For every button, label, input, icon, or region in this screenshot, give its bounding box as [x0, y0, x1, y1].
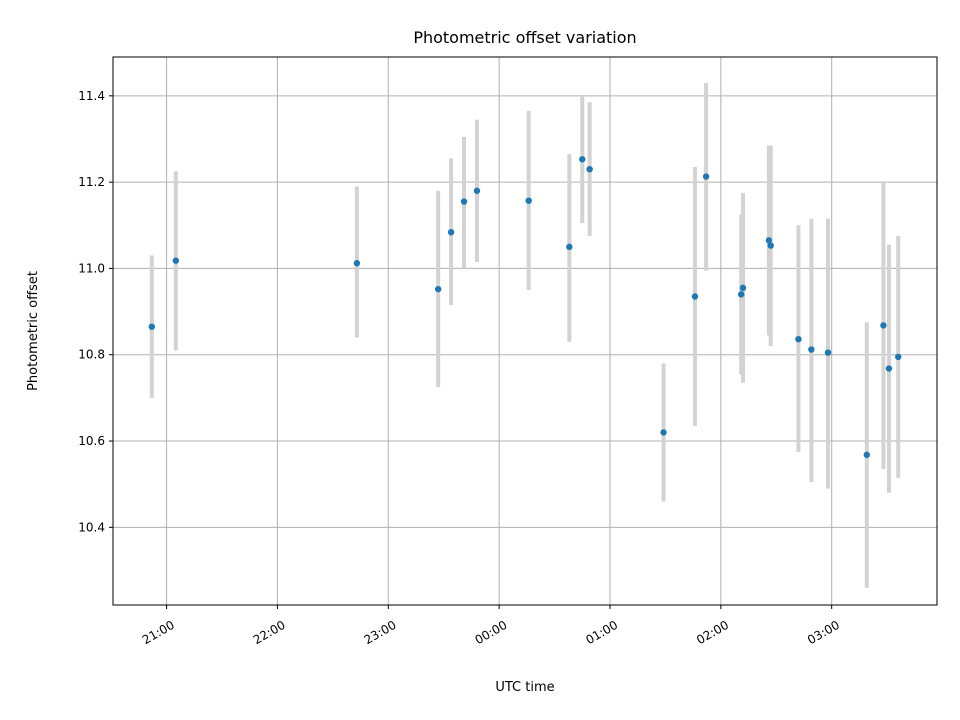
data-point [579, 156, 586, 163]
data-point [702, 173, 710, 180]
x-axis-ticks: 21:00 22:00 23:00 00:00 01:00 02:00 03:00 [140, 605, 842, 647]
x-tick-label: 01:00 [583, 618, 620, 647]
y-tick-label: 10.8 [78, 348, 105, 362]
y-axis-label: Photometric offset [26, 271, 41, 391]
data-point [353, 260, 361, 267]
x-axis-label: UTC time [495, 680, 554, 695]
chart-title: Photometric offset variation [413, 28, 636, 47]
data-point [473, 187, 481, 194]
data-point [885, 365, 893, 372]
y-axis-ticks: 10.4 10.6 10.8 11.0 11.2 11.4 [78, 89, 113, 534]
y-tick-label: 10.6 [78, 434, 105, 448]
data-point [863, 451, 870, 459]
data-point [586, 165, 593, 173]
x-tick-label: 00:00 [472, 618, 509, 647]
x-tick-label: 23:00 [362, 618, 399, 647]
plot-frame [112, 56, 938, 606]
y-tick-label: 11.2 [78, 175, 105, 189]
data-point [795, 335, 802, 343]
data-point [765, 237, 773, 244]
data-point [824, 349, 832, 356]
data-point [525, 197, 532, 204]
data-point [767, 242, 774, 249]
data-point [737, 291, 745, 298]
data-point [880, 322, 887, 329]
data-point [434, 285, 442, 293]
data-points [148, 156, 902, 459]
error-bars [149, 82, 901, 588]
data-point [447, 228, 455, 236]
x-tick-label: 03:00 [805, 618, 842, 647]
x-tick-label: 21:00 [140, 618, 177, 647]
data-point [691, 293, 699, 300]
y-tick-label: 11.0 [78, 261, 105, 275]
data-point [460, 198, 468, 205]
data-point [739, 284, 747, 292]
x-tick-label: 22:00 [251, 618, 288, 647]
data-point [660, 429, 667, 436]
data-point [148, 323, 155, 330]
x-tick-label: 02:00 [694, 618, 731, 647]
data-point [566, 243, 573, 251]
data-point [808, 346, 815, 353]
y-tick-label: 11.4 [78, 89, 105, 103]
data-point [895, 353, 902, 361]
grid [113, 57, 937, 605]
y-tick-label: 10.4 [78, 520, 105, 534]
data-point [172, 257, 180, 264]
